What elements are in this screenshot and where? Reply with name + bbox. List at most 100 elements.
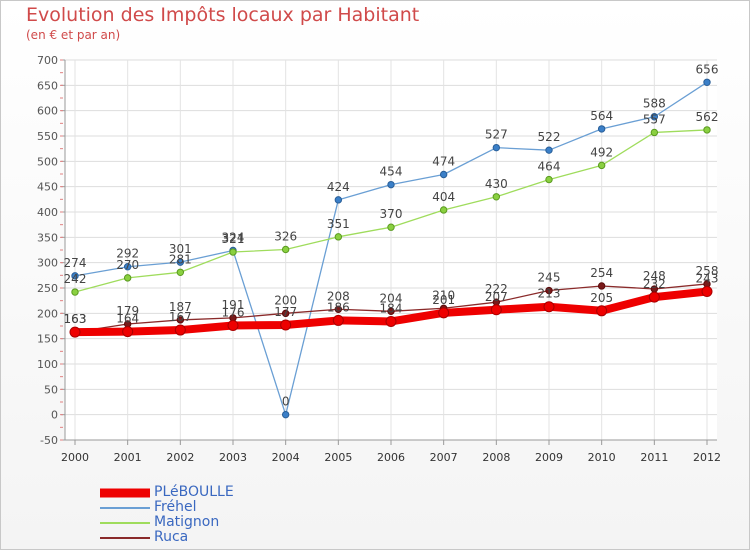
data-label-ruca: 245 [538, 271, 561, 285]
data-label-ruca: 248 [643, 269, 666, 283]
data-point-fréhel [439, 170, 448, 179]
x-tick-label: 2004 [272, 451, 300, 464]
x-tick-label: 2011 [640, 451, 668, 464]
data-point-matignon [123, 274, 132, 282]
y-tick-label: 50 [44, 383, 58, 396]
data-point-pléboulle [280, 319, 292, 331]
data-label-matignon: 270 [116, 258, 139, 272]
y-tick-label: 450 [37, 181, 58, 194]
data-point-matignon [439, 206, 448, 214]
data-label-ruca: 208 [327, 289, 350, 303]
data-point-matignon [387, 223, 395, 231]
data-point-ruca [281, 309, 290, 318]
data-point-ruca [387, 307, 395, 316]
y-tick-label: 250 [37, 282, 58, 295]
chart-title: Evolution des Impôts locaux par Habitant [26, 4, 420, 26]
data-point-matignon [597, 161, 606, 170]
data-label-matignon: 242 [64, 272, 87, 286]
data-label-matignon: 281 [169, 252, 192, 266]
x-tick-label: 2009 [535, 451, 563, 464]
x-tick-label: 2002 [166, 451, 194, 464]
chart-subtitle: (en € et par an) [26, 28, 121, 42]
data-label-pléboulle: 167 [169, 310, 192, 324]
y-tick-label: 0 [51, 409, 58, 422]
data-label-pléboulle: 164 [116, 312, 139, 326]
y-tick-label: 350 [37, 231, 58, 244]
data-point-matignon [334, 233, 343, 241]
x-tick-label: 2005 [324, 451, 352, 464]
data-label-ruca: 187 [169, 300, 192, 314]
data-label-pléboulle: 184 [380, 301, 403, 315]
data-point-matignon [281, 245, 290, 254]
y-tick-label: -50 [40, 434, 58, 447]
data-label-matignon: 321 [222, 232, 245, 246]
data-label-fréhel: 656 [696, 62, 719, 76]
data-label-pléboulle: 213 [538, 287, 561, 301]
data-point-ruca [176, 316, 185, 324]
data-point-pléboulle [122, 326, 134, 338]
data-label-pléboulle: 186 [327, 300, 350, 314]
y-tick-label: 600 [37, 105, 58, 118]
data-label-ruca: 179 [116, 304, 139, 318]
x-tick-label: 2003 [219, 451, 247, 464]
data-label-fréhel: 324 [222, 231, 245, 245]
data-point-ruca [597, 282, 606, 290]
data-label-ruca: 163 [64, 312, 87, 326]
y-tick-label: 550 [37, 130, 58, 143]
data-point-ruca [545, 286, 553, 295]
data-label-fréhel: 301 [169, 242, 192, 256]
data-label-fréhel: 564 [590, 109, 613, 123]
x-tick-label: 2000 [61, 451, 89, 464]
data-point-matignon [545, 175, 553, 184]
y-tick-label: 300 [37, 257, 58, 270]
data-label-matignon: 492 [590, 145, 613, 159]
data-label-fréhel: 454 [380, 165, 403, 179]
data-point-pléboulle [69, 326, 81, 338]
data-point-matignon [650, 128, 659, 137]
x-tick-label: 2006 [377, 451, 405, 464]
data-label-matignon: 326 [274, 229, 297, 243]
data-point-matignon [703, 126, 711, 134]
x-tick-label: 2001 [114, 451, 142, 464]
y-tick-label: 200 [37, 307, 58, 320]
data-point-fréhel [492, 143, 501, 152]
data-point-fréhel [545, 146, 553, 154]
legend-label-pléboulle: PLéBOULLE [154, 484, 234, 500]
data-point-ruca [334, 305, 343, 313]
data-point-pléboulle [701, 286, 713, 298]
x-tick-label: 2010 [588, 451, 616, 464]
x-tick-label: 2007 [430, 451, 458, 464]
data-point-pléboulle [332, 314, 344, 326]
data-label-pléboulle: 243 [696, 272, 719, 286]
data-label-pléboulle: 207 [485, 290, 508, 304]
data-label-matignon: 351 [327, 217, 350, 231]
data-label-matignon: 404 [432, 190, 455, 204]
data-label-matignon: 557 [643, 112, 666, 126]
legend-label-fréhel: Fréhel [154, 499, 197, 515]
y-tick-label: 400 [37, 206, 58, 219]
data-point-fréhel [650, 113, 659, 121]
data-point-pléboulle [438, 307, 450, 319]
data-point-matignon [229, 248, 237, 256]
data-point-fréhel [123, 263, 132, 271]
data-point-fréhel [387, 180, 395, 189]
y-tick-label: 100 [37, 358, 58, 371]
data-point-pléboulle [174, 324, 186, 336]
data-label-pléboulle: 232 [643, 277, 666, 291]
data-label-fréhel: 474 [432, 155, 455, 169]
data-point-fréhel [597, 125, 606, 133]
data-label-pléboulle: 205 [590, 291, 613, 305]
x-tick-label: 2012 [693, 451, 721, 464]
data-label-ruca: 254 [590, 266, 613, 280]
data-label-fréhel: 588 [643, 97, 666, 111]
data-label-fréhel: 424 [327, 180, 350, 194]
legend-label-ruca: Ruca [154, 529, 189, 545]
data-label-fréhel: 292 [116, 247, 139, 261]
data-point-pléboulle [385, 315, 397, 327]
y-tick-label: 500 [37, 155, 58, 168]
data-label-ruca: 204 [380, 291, 403, 305]
data-label-pléboulle: 163 [64, 312, 87, 326]
x-tick-label: 2008 [482, 451, 510, 464]
data-point-pléboulle [490, 304, 502, 316]
